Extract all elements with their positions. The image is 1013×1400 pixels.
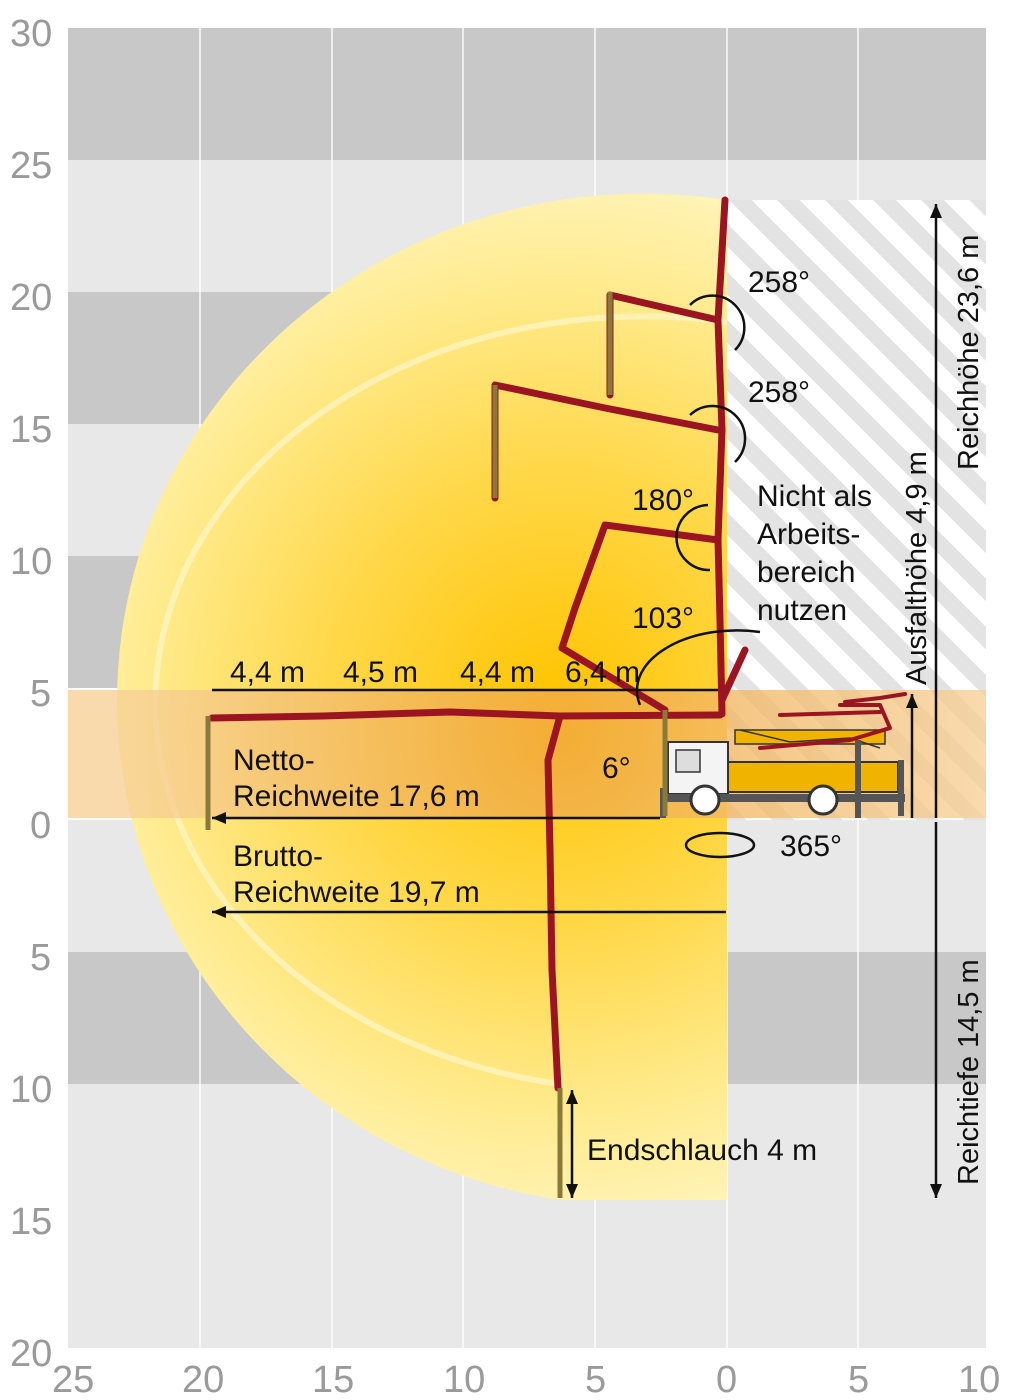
- boom-vertical: [714, 196, 729, 718]
- net-reach-label-2: Reichweite 17,6 m: [233, 780, 480, 813]
- y-tick: 15: [10, 1201, 52, 1243]
- unfold-height-label: Ausfalthöhe 4,9 m: [901, 451, 933, 685]
- truck: [660, 692, 907, 818]
- x-tick: 5: [585, 1359, 606, 1400]
- x-axis: 25 20 15 10 5 0 5 10: [52, 1359, 1000, 1400]
- warning-line-1: Nicht als: [757, 480, 872, 513]
- y-tick: 15: [10, 409, 52, 451]
- y-tick: 10: [10, 541, 52, 583]
- y-tick: 20: [10, 277, 52, 319]
- rotation-label: 365°: [780, 830, 842, 863]
- x-tick: 15: [312, 1359, 354, 1400]
- net-reach-label-1: Netto-: [233, 744, 315, 777]
- y-tick: 10: [10, 1069, 52, 1111]
- y-tick: 20: [10, 1333, 52, 1375]
- angle-label-1: 258°: [748, 266, 810, 299]
- gross-reach-label-2: Reichweite 19,7 m: [233, 876, 480, 909]
- y-tick: 30: [10, 13, 52, 55]
- x-tick: 5: [848, 1359, 869, 1400]
- warning-line-4: nutzen: [757, 594, 847, 627]
- end-hose-label: Endschlauch 4 m: [587, 1134, 817, 1167]
- angle-label-2: 258°: [748, 376, 810, 409]
- angle-label-3: 180°: [632, 484, 694, 517]
- segment-length-4: 6,4 m: [565, 656, 640, 689]
- warning-line-2: Arbeits-: [757, 518, 860, 551]
- angle-arcs: [635, 294, 761, 859]
- x-tick: 10: [443, 1359, 485, 1400]
- boom-down: [544, 712, 564, 1092]
- segment-length-1: 4,4 m: [230, 656, 305, 689]
- y-tick: 5: [30, 937, 51, 979]
- segment-length-3: 4,4 m: [460, 656, 535, 689]
- y-axis: 30 25 20 15 10 5 0 5 10 15 20: [10, 13, 52, 1375]
- warning-line-3: bereich: [757, 556, 855, 589]
- boom-diag: [718, 646, 749, 704]
- reach-height-label: Reichhöhe 23,6 m: [953, 235, 985, 470]
- angle-label-4: 103°: [632, 602, 694, 635]
- gross-reach-label-1: Brutto-: [233, 840, 323, 873]
- x-tick: 20: [182, 1359, 224, 1400]
- x-tick: 25: [52, 1359, 94, 1400]
- x-tick: 0: [716, 1359, 737, 1400]
- y-tick: 5: [30, 673, 51, 715]
- segment-length-2: 4,5 m: [343, 656, 418, 689]
- end-hoses: [205, 292, 668, 1198]
- boom-horizontal: [208, 708, 724, 722]
- dimension-lines: [212, 204, 942, 1198]
- y-tick: 25: [10, 145, 52, 187]
- angle-label-5: 6°: [602, 752, 631, 785]
- y-tick: 0: [30, 805, 51, 847]
- x-tick: 10: [958, 1359, 1000, 1400]
- boom-fold-3: [558, 521, 722, 714]
- reach-depth-label: Reichtiefe 14,5 m: [953, 959, 985, 1185]
